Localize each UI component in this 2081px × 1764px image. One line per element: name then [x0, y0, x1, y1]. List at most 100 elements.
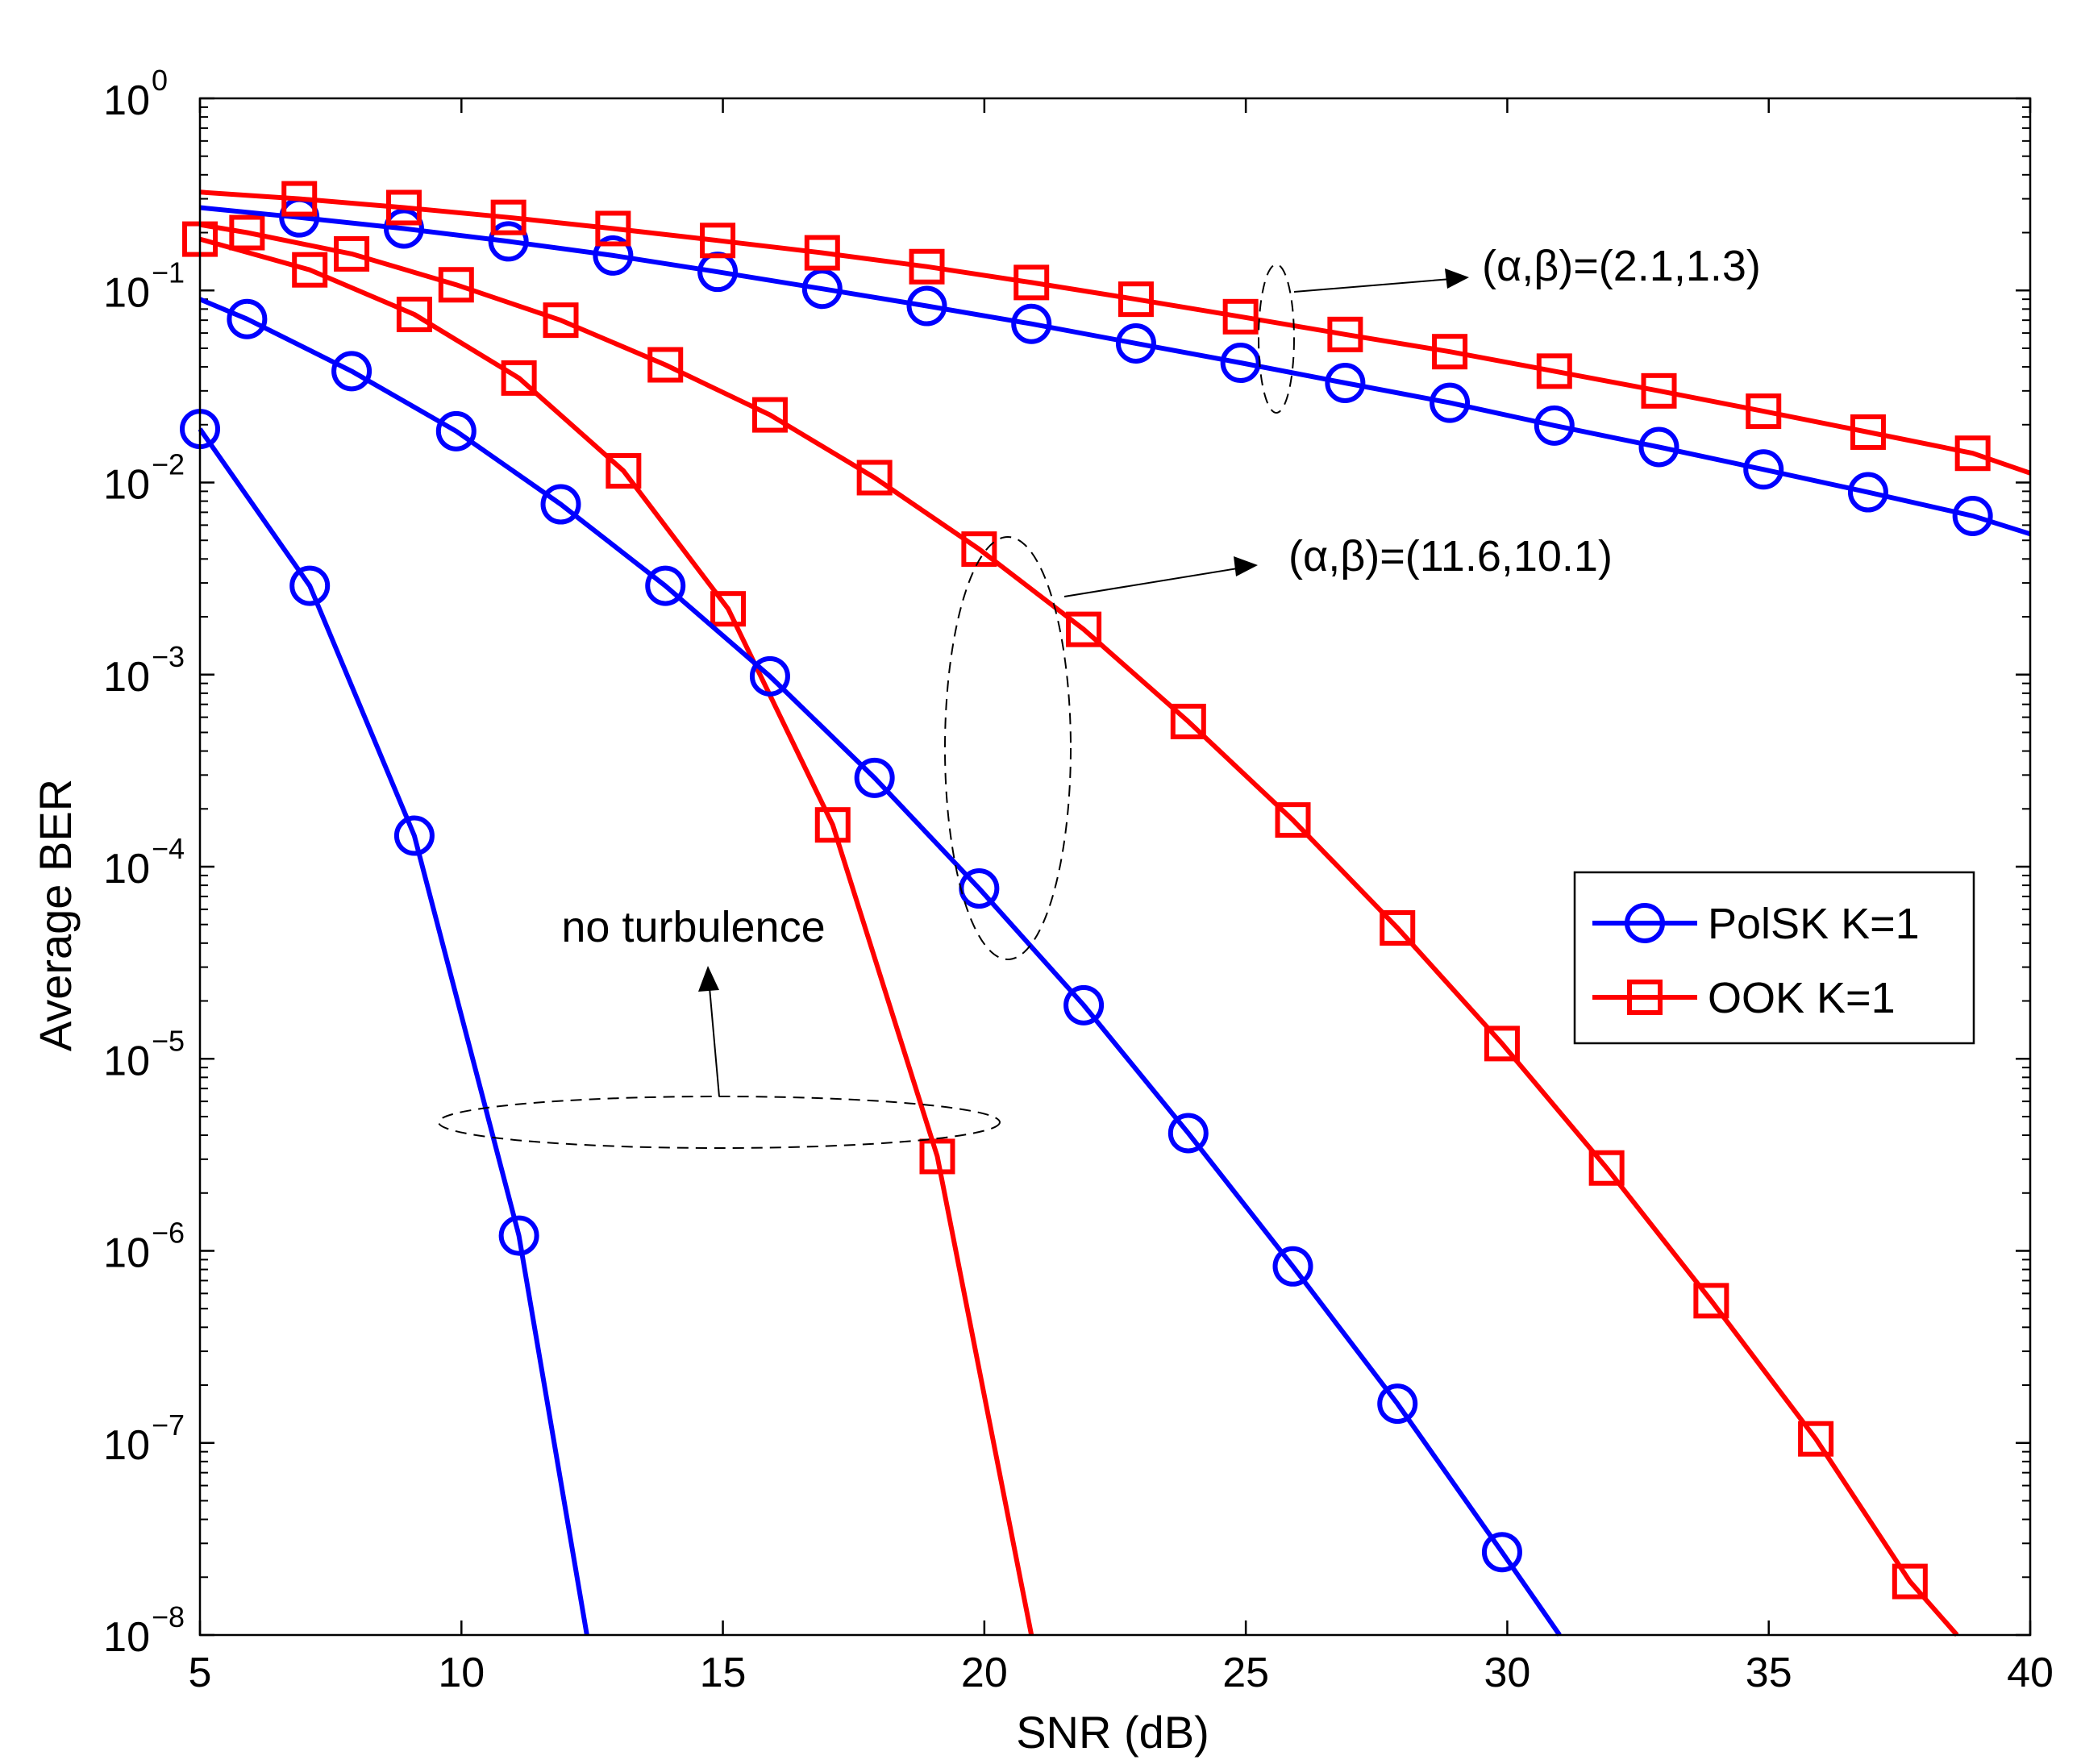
data-point-circle [435, 410, 477, 451]
series-group [198, 297, 1562, 1637]
data-point-circle [498, 1215, 539, 1256]
data-point-circle [1534, 405, 1575, 446]
y-tick-label-base: 10 [103, 1422, 150, 1469]
y-tick-label-exponent: −8 [152, 1600, 185, 1633]
data-point-square [229, 214, 265, 251]
y-tick-label-base: 10 [103, 1614, 150, 1661]
data-point-square [501, 360, 537, 396]
data-point-circle [1167, 1113, 1209, 1154]
data-point-circle [906, 285, 947, 327]
data-point-circle [1743, 449, 1784, 490]
y-tick-label-base: 10 [103, 77, 150, 124]
x-tick-label: 35 [1746, 1650, 1792, 1696]
data-point-circle [227, 298, 268, 339]
y-tick-label-base: 10 [103, 269, 150, 316]
data-point-square [1013, 264, 1050, 301]
annotation-arrowhead-11-6 [1234, 556, 1258, 576]
y-tick-label-exponent: 0 [152, 64, 168, 97]
data-point-circle [1952, 495, 1993, 536]
plot-frame [198, 97, 2032, 1637]
data-point-square [396, 297, 432, 333]
data-point-square [700, 223, 736, 259]
legend-marker-polsk [1625, 903, 1665, 943]
data-point-square [1798, 1421, 1834, 1457]
y-tick-label-exponent: −4 [152, 832, 185, 865]
legend-label-ook: OOK K=1 [1708, 974, 1896, 1022]
data-point-square [292, 252, 328, 288]
y-axis-title: Average BER [30, 779, 81, 1051]
data-point-square [1222, 298, 1259, 335]
data-point-square [804, 235, 840, 271]
data-point-square [909, 248, 945, 285]
annotation-arrowhead-no-turbulence [698, 966, 719, 992]
data-point-square [334, 235, 370, 272]
data-point-square [543, 302, 579, 339]
x-tick-label: 25 [1222, 1650, 1269, 1696]
annotation-label-11-6: (α,β)=(11.6,10.1) [1288, 532, 1613, 580]
data-point-circle [1377, 1383, 1418, 1425]
data-point-square [919, 1138, 955, 1175]
annotation-arrow-2-1 [1293, 278, 1452, 293]
data-point-square [1432, 334, 1468, 370]
x-tick-label: 20 [961, 1650, 1008, 1696]
data-point-circle [1115, 322, 1156, 364]
data-point-square [1380, 909, 1416, 946]
axis-ticks [198, 97, 2032, 1637]
series-line [198, 297, 1562, 1637]
series-line [198, 427, 589, 1636]
data-point-square [751, 397, 788, 433]
series-layer [180, 181, 2031, 1637]
data-point-circle [1847, 472, 1888, 513]
x-tick-label: 5 [189, 1650, 212, 1696]
series-group [199, 181, 2031, 476]
data-point-circle [383, 208, 424, 249]
data-point-circle [593, 235, 634, 276]
data-point-square [1536, 353, 1572, 389]
data-point-square [1170, 703, 1206, 739]
data-point-square [606, 453, 642, 489]
data-point-square [710, 591, 747, 627]
annotations: (α,β)=(2.1,1.3) (α,β)=(11.6,10.1) no tur… [438, 242, 1761, 1149]
data-point-circle [1481, 1532, 1522, 1573]
data-point-circle [1430, 382, 1471, 423]
data-point-square [385, 189, 422, 226]
series-line [199, 205, 2031, 537]
x-tick-label: 15 [700, 1650, 747, 1696]
data-point-square [647, 347, 684, 383]
annotation-arrow-11-6 [1063, 568, 1238, 597]
data-point-circle [1272, 1246, 1313, 1287]
annotation-label-no-turbulence: no turbulence [561, 903, 825, 951]
plot-area [200, 98, 2030, 1635]
y-tick-label-base: 10 [103, 1230, 150, 1277]
series-line [199, 222, 1959, 1637]
annotation-ellipse-11-6 [944, 536, 1072, 960]
y-tick-label-exponent: −7 [152, 1408, 185, 1442]
data-point-circle [1063, 984, 1105, 1026]
data-point-circle [801, 268, 843, 310]
data-point-square [1641, 372, 1677, 409]
data-point-square [1693, 1283, 1729, 1319]
data-point-square [1892, 1563, 1928, 1600]
y-tick-label-exponent: −5 [152, 1024, 185, 1057]
y-tick-label-base: 10 [103, 846, 150, 892]
data-point-circle [1220, 343, 1261, 384]
data-point-square [1327, 316, 1363, 352]
data-point-square [1954, 435, 1991, 472]
y-tick-label-base: 10 [103, 1038, 150, 1084]
data-point-circle [854, 757, 895, 798]
data-point-square [1850, 414, 1886, 450]
data-point-circle [1325, 362, 1366, 403]
data-point-square [814, 807, 851, 843]
x-tick-label: 10 [438, 1650, 485, 1696]
annotation-label-2-1: (α,β)=(2.1,1.3) [1482, 242, 1761, 290]
series-group [180, 409, 589, 1636]
data-point-square [1484, 1026, 1520, 1062]
data-point-circle [1011, 303, 1052, 344]
data-point-square [595, 210, 631, 247]
legend-marker-ook [1627, 980, 1663, 1015]
y-tick-label-exponent: −2 [152, 448, 185, 481]
data-point-square [1275, 802, 1311, 838]
data-point-circle [749, 655, 790, 697]
